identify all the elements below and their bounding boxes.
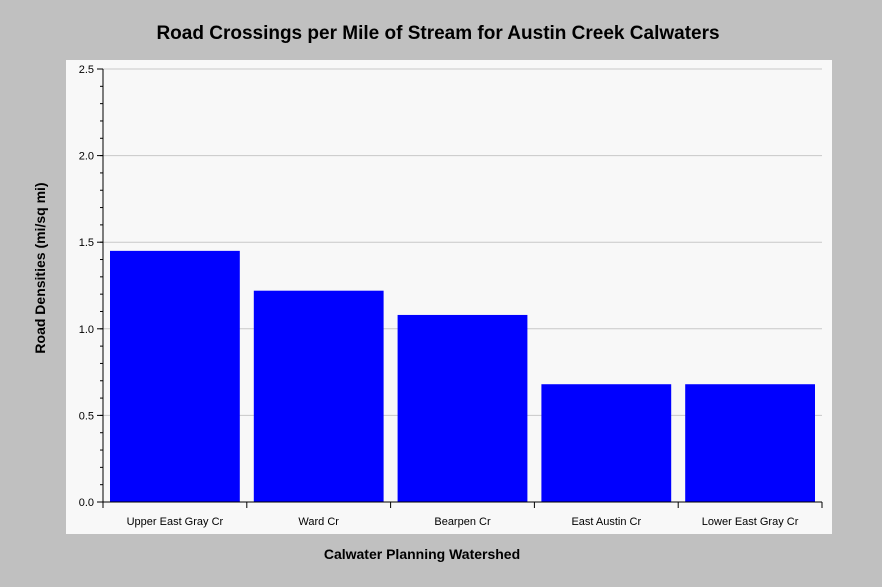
bar	[397, 314, 528, 502]
bar	[685, 384, 815, 502]
bars	[110, 250, 815, 502]
bar	[110, 250, 240, 502]
axes: 0.0 0.5 1.0 1.5 2.0 2.5 Upper East Gray Cr Ward…	[79, 64, 823, 528]
x-tick-label: East Austin Cr	[571, 516, 641, 528]
x-tick-label: Upper East Gray Cr	[127, 516, 224, 528]
y-tick-label: 2.5	[79, 64, 94, 76]
x-axis-label: Calwater Planning Watershed	[324, 546, 520, 562]
y-tick-label: 0.0	[79, 497, 94, 509]
y-tick-label: 2.0	[79, 151, 94, 163]
y-tick-label: 1.0	[79, 324, 94, 336]
y-axis-label: Road Densities (mi/sq mi)	[32, 182, 48, 353]
x-tick-label: Bearpen Cr	[434, 516, 491, 528]
bar	[541, 384, 672, 502]
x-tick-label: Ward Cr	[298, 516, 339, 528]
x-tick-label: Lower East Gray Cr	[702, 516, 799, 528]
bar	[253, 290, 384, 502]
chart-title: Road Crossings per Mile of Stream for Au…	[156, 23, 719, 44]
y-tick-label: 0.5	[79, 410, 94, 422]
y-tick-label: 1.5	[79, 237, 94, 249]
